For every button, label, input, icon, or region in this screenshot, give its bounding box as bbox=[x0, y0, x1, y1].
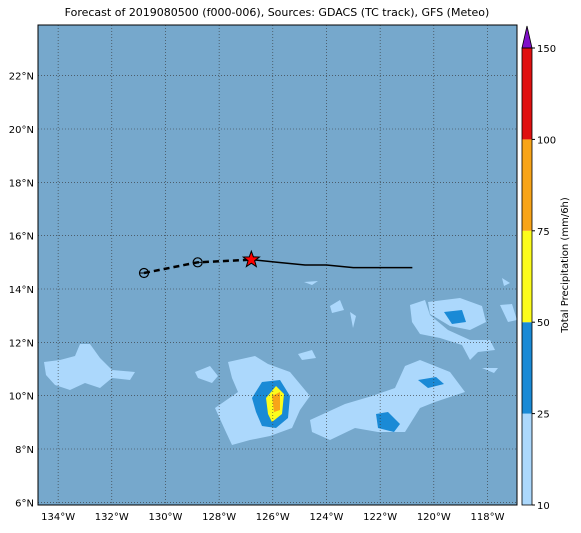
colorbar-label: Total Precipitation (mm/6h) bbox=[560, 197, 571, 334]
y-tick-label: 18°N bbox=[9, 178, 34, 189]
x-tick-label: 124°W bbox=[309, 512, 343, 523]
y-tick-label: 16°N bbox=[9, 232, 34, 243]
x-tick-label: 130°W bbox=[148, 512, 182, 523]
colorbar-frame bbox=[521, 47, 533, 506]
colorbar-tick-label: 10 bbox=[537, 501, 550, 512]
colorbar-tick-label: 25 bbox=[537, 410, 550, 421]
x-tick-label: 134°W bbox=[41, 512, 75, 523]
colorbar-tick-label: 150 bbox=[537, 44, 556, 55]
colorbar-segment bbox=[522, 139, 532, 231]
storm-position bbox=[241, 249, 261, 268]
track-point bbox=[138, 267, 150, 279]
frame bbox=[37, 24, 518, 506]
y-tick-label: 14°N bbox=[9, 285, 34, 296]
colorbar-tick-label: 75 bbox=[537, 227, 550, 238]
colorbar-tick-label: 50 bbox=[537, 318, 550, 329]
y-tick-label: 22°N bbox=[9, 72, 34, 83]
y-tick-label: 20°N bbox=[9, 125, 34, 136]
x-tick-label: 128°W bbox=[202, 512, 236, 523]
forecast-track bbox=[251, 258, 413, 269]
colorbar-segment bbox=[522, 48, 532, 140]
x-tick-label: 120°W bbox=[417, 512, 451, 523]
x-tick-label: 118°W bbox=[470, 512, 504, 523]
track-point bbox=[192, 257, 203, 268]
y-tick-label: 10°N bbox=[9, 392, 34, 403]
x-tick-label: 132°W bbox=[95, 512, 129, 523]
colorbar-segment bbox=[522, 230, 532, 323]
colorbar-segment bbox=[522, 413, 532, 505]
colorbar-extend bbox=[521, 25, 533, 49]
x-tick-label: 122°W bbox=[363, 512, 397, 523]
colorbar-segment bbox=[522, 322, 532, 414]
x-tick-label: 126°W bbox=[256, 512, 290, 523]
y-tick-label: 12°N bbox=[9, 338, 34, 349]
precip-areas bbox=[44, 278, 517, 445]
colorbar-tick-label: 100 bbox=[537, 135, 556, 146]
y-tick-label: 8°N bbox=[15, 445, 34, 456]
title: Forecast of 2019080500 (f000-006), Sourc… bbox=[65, 6, 490, 19]
y-tick-label: 6°N bbox=[15, 498, 34, 509]
